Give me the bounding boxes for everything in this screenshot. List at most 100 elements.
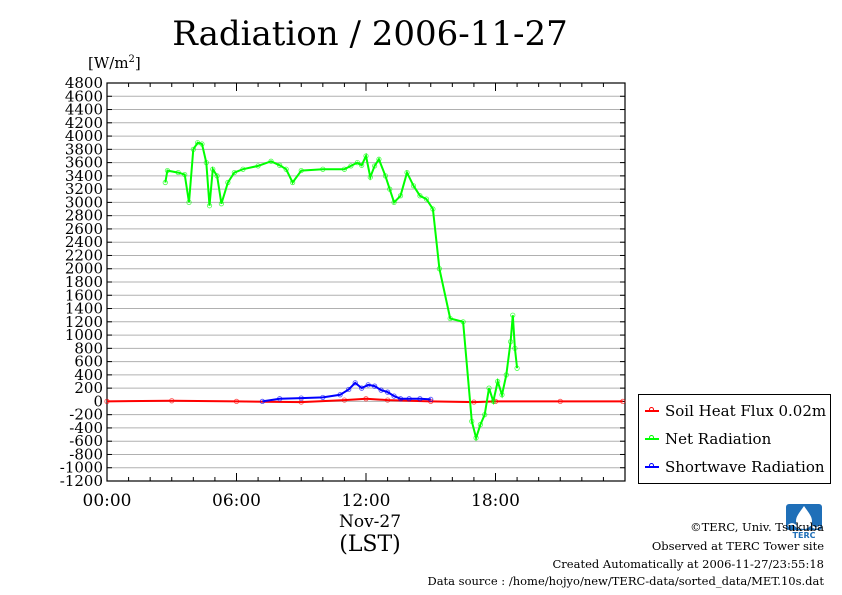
data-point: [376, 156, 382, 162]
footer-copyright: ©TERC, Univ. Tsukuba: [690, 520, 824, 534]
y-tick-label: 3800: [65, 140, 103, 158]
y-tick-label: 3600: [65, 154, 103, 172]
data-point: [557, 398, 563, 404]
data-point: [384, 397, 391, 403]
data-point: [206, 203, 213, 209]
data-point: [508, 339, 514, 345]
data-point: [499, 392, 505, 398]
x-tick-label: 12:00: [342, 491, 391, 511]
data-point: [225, 179, 231, 186]
data-point: [512, 345, 518, 351]
data-point: [320, 166, 326, 172]
plot-frame: [106, 82, 626, 482]
data-point: [203, 160, 209, 166]
data-point: [277, 396, 283, 402]
y-tick-label: 2400: [65, 233, 103, 251]
x-axis-unit: (LST): [339, 532, 401, 557]
legend-item-soil-heat-flux: Soil Heat Flux 0.02m: [645, 401, 826, 421]
y-tick-label: 3400: [65, 167, 103, 185]
legend-swatch-red: [645, 407, 659, 412]
data-point: [359, 162, 365, 168]
data-point: [268, 158, 274, 164]
legend-item-shortwave-radiation: Shortwave Radiation: [645, 457, 825, 477]
data-point: [503, 372, 509, 378]
series-line: [164, 141, 519, 442]
data-point: [186, 199, 192, 205]
data-point: [169, 398, 175, 404]
y-axis-unit: [W/m2]: [88, 54, 141, 72]
legend-label: Net Radiation: [665, 430, 772, 448]
data-point: [359, 385, 365, 391]
data-point: [490, 398, 496, 404]
data-point: [471, 399, 477, 405]
data-point: [391, 199, 397, 205]
y-tick-label: 2600: [65, 220, 103, 238]
x-axis-date: Nov-27: [338, 512, 402, 532]
data-point: [482, 412, 488, 418]
data-point: [298, 399, 304, 405]
legend-swatch-green: [645, 435, 659, 440]
data-point: [473, 435, 479, 441]
y-tick-label: -800: [69, 445, 103, 463]
y-tick-label: -200: [69, 406, 103, 424]
data-point: [283, 166, 289, 172]
data-point: [352, 380, 358, 386]
data-point: [210, 166, 216, 172]
chart-title: Radiation / 2006-11-27: [172, 14, 568, 54]
data-point: [363, 396, 369, 402]
data-point: [233, 398, 240, 404]
data-point: [341, 166, 348, 172]
y-tick-label: 0: [93, 392, 103, 410]
y-tick-label: -1200: [60, 472, 103, 490]
legend-swatch-blue: [645, 463, 659, 468]
data-point: [477, 422, 483, 428]
data-point: [346, 386, 352, 393]
y-tick-label: 2000: [65, 260, 103, 278]
y-tick-label: 3000: [65, 193, 103, 211]
data-point: [290, 179, 296, 186]
data-point: [365, 382, 371, 388]
data-point: [277, 162, 283, 168]
data-point: [231, 169, 237, 176]
y-tick-label: -400: [69, 419, 103, 437]
data-point: [460, 319, 466, 325]
data-point: [259, 398, 265, 404]
footer-source: Data source : /home/hojyo/new/TERC-data/…: [427, 574, 824, 588]
legend-item-net-radiation: Net Radiation: [645, 429, 771, 449]
y-tick-label: 3200: [65, 180, 103, 198]
data-point: [162, 179, 168, 186]
data-point: [182, 171, 188, 178]
y-tick-label: 400: [74, 366, 103, 384]
data-point: [255, 163, 261, 169]
y-tick-label: 1400: [65, 300, 103, 318]
y-tick-label: 1600: [65, 286, 103, 304]
footer-observed: Observed at TERC Tower site: [651, 539, 824, 553]
data-point: [240, 166, 246, 172]
svg-text:TERC: TERC: [793, 531, 816, 540]
data-point: [199, 141, 205, 147]
data-point: [397, 193, 404, 199]
y-tick-label: 1000: [65, 326, 103, 344]
y-tick-label: 4000: [65, 127, 103, 145]
series-line: [106, 397, 623, 404]
y-tick-label: 200: [74, 379, 103, 397]
y-tick-label: 4800: [65, 74, 103, 92]
data-point: [417, 396, 423, 402]
y-tick-label: -1000: [60, 459, 103, 477]
data-point: [469, 418, 475, 424]
y-tick-label: 4600: [65, 87, 103, 105]
data-point: [397, 396, 404, 402]
y-tick-label: 600: [74, 353, 103, 371]
data-point: [620, 398, 626, 404]
data-point: [406, 396, 412, 402]
data-point: [190, 146, 196, 152]
data-point: [391, 393, 397, 399]
x-tick-label: 18:00: [471, 491, 520, 511]
data-point: [510, 312, 516, 318]
data-point: [341, 397, 348, 403]
legend-label: Soil Heat Flux 0.02m: [665, 402, 827, 420]
y-tick-label: 1800: [65, 273, 103, 291]
data-point: [495, 378, 501, 385]
footer-created: Created Automatically at 2006-11-27/23:5…: [552, 557, 825, 571]
data-point: [447, 315, 453, 322]
